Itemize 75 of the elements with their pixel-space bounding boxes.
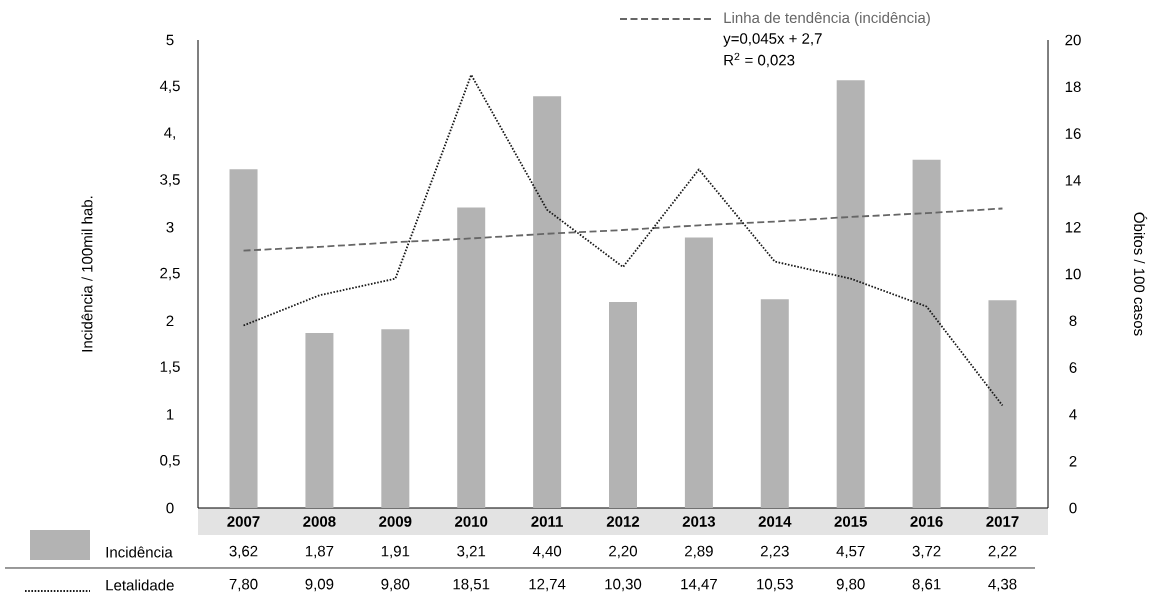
data-label: 1,87 [305,545,334,559]
data-label: 2,20 [609,545,638,559]
data-label: 18,51 [453,578,490,592]
bar [381,329,410,508]
data-label: 9,09 [305,578,334,592]
x-tick-label: 2012 [606,516,640,527]
bar [609,302,638,508]
bar [684,237,713,508]
bar [988,300,1017,508]
bar [836,80,865,508]
data-label: 2,23 [760,545,789,559]
y-tick-label: 5 [166,34,174,46]
data-label: 2,89 [685,545,713,559]
y-tick-label: 4,5 [159,80,180,93]
y2-axis-title: Óbitos / 100 casos [1133,212,1148,336]
data-label: 8,61 [912,578,941,592]
bar [305,332,334,508]
y-tick-label: 2 [166,315,174,327]
x-tick-label: 2011 [531,516,563,527]
y-tick-label: 4, [164,127,175,140]
line-series [242,207,1004,252]
bar [533,96,562,508]
bar [229,169,258,508]
data-label: 9,80 [836,578,865,592]
data-label: 2,22 [988,545,1017,559]
y-tick-label: 2,5 [160,267,180,281]
data-label: 4,40 [532,545,562,559]
y2-tick-label: 4 [1069,409,1077,420]
y-axis-title: Incidência / 100mil hab. [81,196,93,352]
annotation: R$^{2}$ = 0,023 [724,52,795,68]
data-label: 10,53 [757,578,793,592]
data-label: 4,57 [836,545,865,559]
y2-tick-label: 0 [1069,502,1077,514]
y2-tick-label: 6 [1069,362,1077,373]
x-tick-label: 2007 [227,516,260,527]
bar [912,159,941,508]
y-tick-label: 3 [166,221,174,233]
data-label: 12,74 [529,578,566,592]
data-label: 3,21 [457,545,486,559]
y-tick-label: 3,5 [160,174,180,187]
y2-tick-label: 14 [1065,175,1081,186]
bar [457,207,486,508]
y2-tick-label: 10 [1065,268,1081,280]
legend-label: Incidência [106,546,173,558]
y2-tick-label: 8 [1069,315,1077,327]
x-tick-label: 2017 [986,516,1019,527]
y-tick-label: 1 [166,409,174,420]
data-label: 1,91 [381,545,410,559]
legend-label: Letalidade [106,579,174,591]
line-series [242,73,1004,407]
text: Linha de tendência (incidência) [724,11,930,27]
y-tick-label: 0 [166,502,174,514]
bar [760,299,789,508]
x-tick-label: 2014 [758,516,792,527]
data-label: 4,38 [988,578,1017,592]
x-tick-label: 2013 [682,516,716,527]
x-tick-label: 2008 [303,516,336,527]
x-tick-label: 2015 [834,516,867,527]
y2-tick-label: 20 [1065,34,1081,46]
x-tick-label: 2016 [910,516,943,527]
y2-tick-label: 16 [1065,128,1081,139]
data-label: 3,72 [912,545,941,559]
x-tick-label: 2010 [455,516,488,527]
data-label: 9,80 [381,578,410,592]
data-label: 10,30 [605,578,642,592]
y-tick-label: 1,5 [160,361,180,374]
data-label: 7,80 [229,578,258,592]
y2-tick-label: 18 [1065,81,1081,93]
y2-tick-label: 2 [1069,455,1077,467]
x-tick-label: 2009 [379,516,412,527]
annotation: y=0,045x + 2,7 [723,33,822,47]
y2-tick-label: 12 [1065,221,1081,233]
data-label: 14,47 [681,578,717,592]
data-label: 3,62 [229,545,258,559]
y-tick-label: 0,5 [160,455,180,468]
